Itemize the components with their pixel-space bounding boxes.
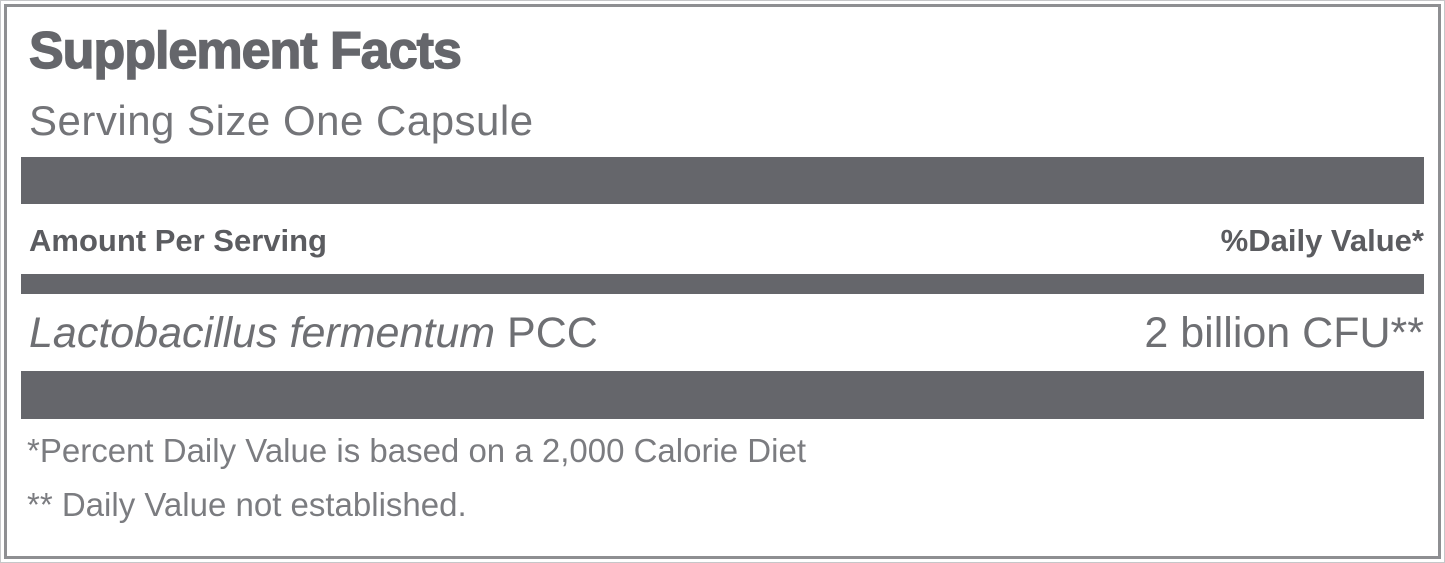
amount-per-serving-header: Amount Per Serving bbox=[29, 223, 327, 258]
daily-value-header: %Daily Value* bbox=[1220, 223, 1424, 258]
divider-bar-thick-bottom bbox=[21, 371, 1424, 419]
panel-title: Supplement Facts bbox=[28, 21, 462, 80]
ingredient-name-latin: Lactobacillus fermentum bbox=[29, 309, 496, 357]
footnote-daily-value-not-established: ** Daily Value not established. bbox=[27, 486, 467, 523]
supplement-facts-panel: Supplement Facts Serving Size One Capsul… bbox=[4, 4, 1441, 559]
footnote-percent-daily-value: *Percent Daily Value is based on a 2,000… bbox=[27, 432, 806, 469]
ingredient-name: Lactobacillus fermentum PCC bbox=[21, 307, 598, 359]
ingredient-row: Lactobacillus fermentum PCC 2 billion CF… bbox=[21, 307, 1424, 359]
divider-bar-thin bbox=[21, 274, 1424, 294]
ingredient-amount: 2 billion CFU** bbox=[1144, 309, 1424, 357]
divider-bar-thick-top bbox=[21, 157, 1424, 204]
serving-size-text: Serving Size One Capsule bbox=[29, 97, 534, 144]
ingredient-name-suffix: PCC bbox=[495, 309, 598, 357]
column-header-row: Amount Per Serving %Daily Value* bbox=[21, 223, 1424, 259]
